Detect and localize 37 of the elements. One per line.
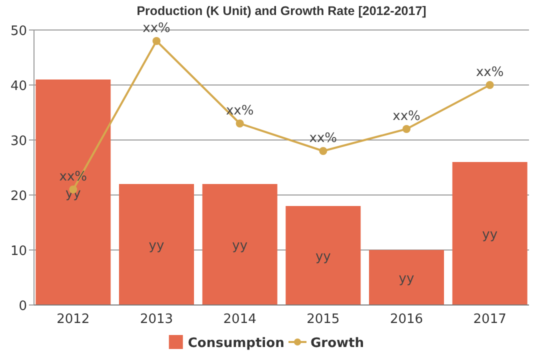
x-tick-label: 2014 — [223, 312, 256, 327]
x-tick-label: 2012 — [56, 312, 90, 327]
point — [152, 37, 160, 45]
bar — [119, 184, 194, 305]
x-tick-label: 2016 — [390, 312, 424, 327]
data-label: xx% — [309, 131, 338, 146]
point — [486, 81, 494, 89]
data-label: xx% — [142, 21, 170, 36]
data-label: yy — [482, 228, 498, 242]
y-tick-label: 20 — [10, 189, 27, 204]
bar — [369, 250, 444, 305]
y-tick-label: 50 — [10, 24, 27, 39]
data-label: xx% — [59, 170, 88, 184]
data-label: xx% — [476, 65, 504, 80]
data-label: xx% — [226, 104, 254, 118]
data-label: yy — [398, 272, 414, 286]
legend-label: Consumption — [188, 336, 284, 351]
data-label: yy — [148, 238, 164, 254]
point — [319, 147, 328, 155]
data-label: yy — [232, 238, 248, 254]
chart-title: Production (K Unit) and Growth Rate [2012-2017] — [136, 4, 426, 18]
x-tick-label: 2017 — [473, 312, 506, 327]
y-tick-label: 10 — [10, 244, 27, 259]
data-label: yy — [315, 250, 332, 264]
data-label: xx% — [392, 109, 420, 124]
y-tick-label: 0 — [18, 299, 27, 314]
y-tick-label: 30 — [10, 134, 27, 149]
bar — [36, 80, 111, 305]
point — [402, 125, 410, 133]
bar — [202, 184, 278, 305]
point — [236, 120, 244, 128]
x-tick-label: 2015 — [306, 312, 340, 327]
x-tick-label: 2013 — [140, 312, 174, 327]
bar — [452, 162, 528, 305]
bar — [286, 206, 361, 305]
legend-label: Growth — [310, 336, 364, 351]
y-tick-label: 40 — [10, 79, 27, 94]
